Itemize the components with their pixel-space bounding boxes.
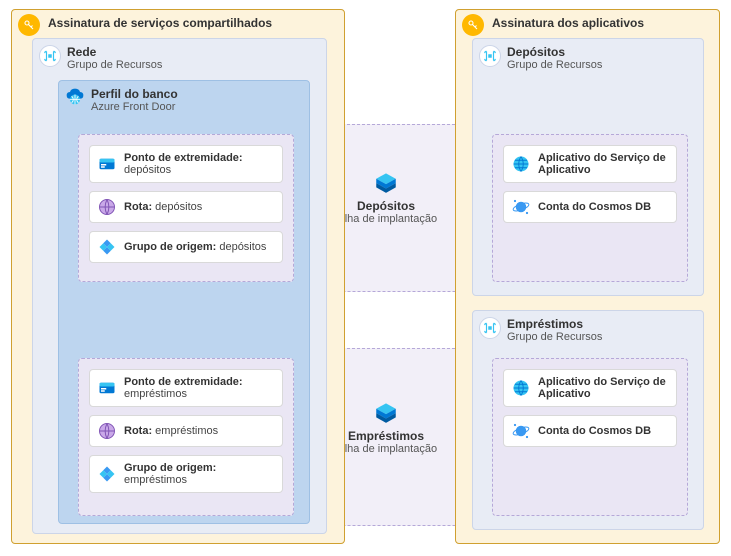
cosmos-icon — [512, 198, 530, 216]
resource-item: Rota: empréstimos — [89, 415, 283, 447]
item-label: Aplicativo do Serviço de Aplicativo — [538, 152, 666, 176]
resource-item: Grupo de origem: empréstimos — [89, 455, 283, 493]
resource-item: Rota: depósitos — [89, 191, 283, 223]
resource-item: Aplicativo do Serviço de Aplicativo — [503, 369, 677, 407]
rg-subtitle: Grupo de Recursos — [507, 331, 695, 343]
emprestimos-resources: Aplicativo do Serviço de Aplicativo Conta… — [492, 358, 688, 516]
front-door-config-emprestimos: Ponto de extremidade: empréstimosRota: e… — [78, 358, 294, 516]
front-door-icon — [65, 87, 85, 107]
item-value: depósitos — [216, 241, 266, 253]
item-value: empréstimos — [124, 388, 187, 400]
rg-subtitle: Grupo de Recursos — [507, 59, 695, 71]
resource-item: Conta do Cosmos DB — [503, 415, 677, 447]
item-label: Conta do Cosmos DB — [538, 201, 651, 213]
key-icon — [462, 14, 484, 36]
endpoint-icon — [98, 155, 116, 173]
resource-group-icon — [479, 45, 501, 67]
resource-item: Grupo de origem: depósitos — [89, 231, 283, 263]
stack-icon — [373, 169, 399, 195]
item-label: Rota: — [124, 201, 152, 213]
item-label: Rota: — [124, 425, 152, 437]
item-value: empréstimos — [124, 474, 187, 486]
item-value: depósitos — [124, 164, 171, 176]
key-icon — [18, 14, 40, 36]
item-label: Ponto de extremidade: — [124, 152, 243, 164]
route-icon — [98, 422, 116, 440]
rg-subtitle: Grupo de Recursos — [67, 59, 318, 71]
item-label: Conta do Cosmos DB — [538, 425, 651, 437]
endpoint-icon — [98, 379, 116, 397]
stack-icon — [373, 399, 399, 425]
depositos-resources: Aplicativo do Serviço de Aplicativo Conta… — [492, 134, 688, 282]
resource-group-icon — [39, 45, 61, 67]
item-value: empréstimos — [152, 425, 218, 437]
rg-title: Empréstimos — [507, 317, 695, 331]
item-label: Grupo de origem: — [124, 462, 216, 474]
subscription-title: Assinatura dos aplicativos — [492, 16, 644, 30]
front-door-config-depositos: Ponto de extremidade: depósitosRota: dep… — [78, 134, 294, 282]
resource-item: Ponto de extremidade: depósitos — [89, 145, 283, 183]
origin-icon — [98, 238, 116, 256]
origin-icon — [98, 465, 116, 483]
rg-title: Rede — [67, 45, 318, 59]
profile-subtitle: Azure Front Door — [91, 101, 301, 113]
cosmos-icon — [512, 422, 530, 440]
appservice-icon — [512, 155, 530, 173]
route-icon — [98, 198, 116, 216]
resource-item: Conta do Cosmos DB — [503, 191, 677, 223]
resource-item: Aplicativo do Serviço de Aplicativo — [503, 145, 677, 183]
rg-title: Depósitos — [507, 45, 695, 59]
item-label: Ponto de extremidade: — [124, 376, 243, 388]
item-value: depósitos — [152, 201, 202, 213]
appservice-icon — [512, 379, 530, 397]
item-label: Aplicativo do Serviço de Aplicativo — [538, 376, 666, 400]
item-label: Grupo de origem: — [124, 241, 216, 253]
subscription-title: Assinatura de serviços compartilhados — [48, 16, 272, 30]
resource-item: Ponto de extremidade: empréstimos — [89, 369, 283, 407]
resource-group-icon — [479, 317, 501, 339]
profile-title: Perfil do banco — [91, 87, 301, 101]
